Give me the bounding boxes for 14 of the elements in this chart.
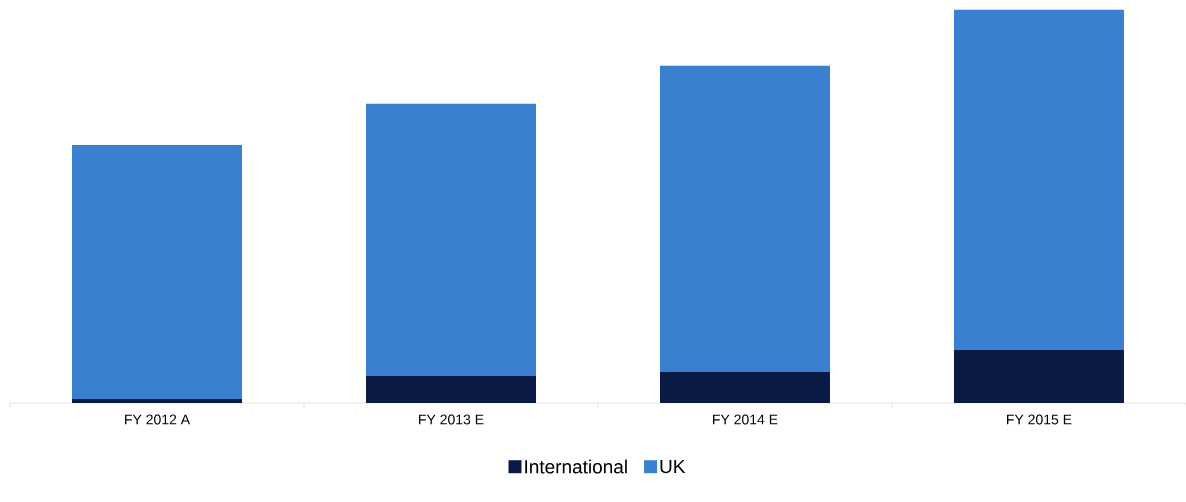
x-tick-label: FY 2014 E [713, 414, 778, 425]
bar [72, 145, 243, 400]
x-tick-label: FY 2013 E [419, 414, 484, 425]
bar [953, 9, 1124, 350]
bar [953, 349, 1124, 403]
legend-label: International [525, 459, 627, 474]
x-tick-label: FY 2012 A [125, 414, 191, 425]
bar [366, 375, 536, 403]
bar [366, 103, 536, 376]
bar [72, 399, 243, 403]
bar [659, 371, 830, 403]
bar [659, 65, 830, 372]
x-tick-label: FY 2015 E [1007, 414, 1072, 425]
legend-label: UK [660, 459, 686, 474]
